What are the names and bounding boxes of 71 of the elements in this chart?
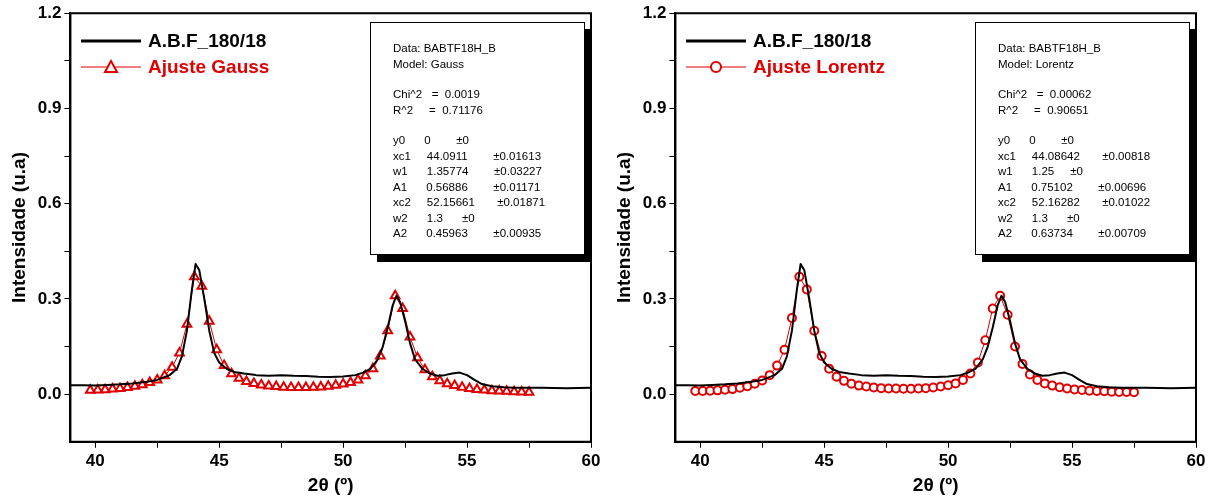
annotation: y0 0 ±0 [393, 133, 470, 148]
annotation: xc2 52.15661 ±0.01871 [393, 195, 547, 210]
point [441, 377, 453, 388]
annotation: Model: Lorentz [998, 56, 1076, 72]
y-tick-label: 1.2 [642, 2, 667, 22]
annotation: w2 1.3 ±0 [998, 210, 1081, 226]
x-tick-label: 40 [85, 450, 105, 470]
y-tick-label: 0.0 [642, 383, 667, 403]
point [166, 361, 178, 371]
legend-label: A.B.F_180/18 [753, 29, 872, 53]
point [1032, 374, 1043, 385]
point [1076, 385, 1087, 396]
point [839, 375, 849, 386]
annotation: Data: BABTF18H_B [393, 41, 497, 56]
annotation: R^2 = 0.90651 [998, 102, 1090, 118]
annotation: w2 1.3 ±0 [393, 210, 476, 226]
annotation: R^2 = 0.71176 [393, 102, 484, 118]
point [772, 360, 783, 371]
legend-label: Ajuste Lorentz [753, 55, 885, 79]
annotation: w1 1.25 ±0 [998, 164, 1084, 179]
point [278, 381, 289, 391]
annotation: Chi^2 = 0.0019 [393, 87, 481, 102]
point [360, 369, 371, 380]
annotation: A1 0.75102 ±0.00696 [998, 179, 1148, 195]
x-tick-label: 45 [814, 450, 834, 470]
x-tick-label: 60 [1186, 450, 1206, 470]
point [352, 373, 364, 384]
annotation: A1 0.56886 ±0.01171 [393, 179, 542, 195]
x-tick-label: 50 [938, 450, 958, 470]
legend-label: Ajuste Gauss [148, 55, 270, 79]
annotation: xc1 44.0911 ±0.01613 [393, 148, 543, 164]
x-axis-title: 2θ (º) [307, 473, 354, 495]
point [831, 371, 842, 382]
point [464, 382, 475, 392]
y-tick-label: 0.0 [37, 383, 62, 403]
annotation: xc1 44.08642 ±0.00818 [998, 148, 1152, 164]
annotation: A2 0.45963 ±0.00935 [393, 226, 543, 241]
y-axis-title: Intensidade (u.a) [612, 152, 634, 303]
y-tick-label: 0.6 [642, 193, 667, 213]
y-tick-label: 0.3 [37, 288, 62, 308]
point [523, 386, 535, 396]
annotation: y0 0 ±0 [998, 133, 1075, 148]
y-axis-title: Intensidade (u.a) [7, 152, 29, 303]
annotation: xc2 52.16282 ±0.01022 [998, 195, 1152, 210]
annotation: Chi^2 = 0.00062 [998, 87, 1093, 102]
x-tick-label: 60 [581, 450, 601, 470]
point [957, 374, 968, 385]
x-tick-label: 55 [1062, 450, 1082, 470]
point [434, 374, 446, 385]
point [449, 379, 460, 390]
point [241, 375, 252, 385]
y-tick-label: 1.2 [37, 2, 62, 22]
annotation: Model: Gauss [393, 56, 465, 72]
point [1129, 387, 1140, 398]
y-tick-label: 0.6 [37, 193, 62, 213]
annotation: w1 1.35774 ±0.03227 [393, 164, 543, 179]
x-tick-label: 45 [209, 450, 229, 470]
point [943, 380, 954, 391]
legend-label: A.B.F_180/18 [148, 29, 267, 53]
point [233, 372, 245, 382]
y-tick-label: 0.9 [642, 98, 667, 118]
x-tick-label: 50 [333, 450, 353, 470]
x-tick-label: 40 [690, 450, 710, 470]
point [255, 378, 267, 389]
x-tick-label: 55 [457, 450, 477, 470]
y-tick-label: 0.9 [37, 98, 62, 118]
annotation: A2 0.63734 ±0.00709 [998, 226, 1148, 241]
x-axis-title: 2θ (º) [912, 473, 959, 495]
point [345, 376, 356, 386]
annotation: Data: BABTF18H_B [998, 41, 1102, 56]
y-tick-label: 0.3 [642, 288, 667, 308]
